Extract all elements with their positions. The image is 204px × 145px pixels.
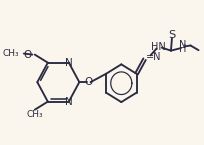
Text: H: H [178,44,186,54]
Text: O: O [84,77,93,87]
Text: N: N [178,40,186,50]
Text: S: S [167,30,175,40]
Text: =N: =N [145,52,160,62]
Text: HN: HN [150,42,165,52]
Text: CH₃: CH₃ [3,49,19,58]
Text: N: N [65,97,72,107]
Text: N: N [65,58,72,68]
Text: O: O [23,50,32,60]
Text: CH₃: CH₃ [26,110,43,119]
